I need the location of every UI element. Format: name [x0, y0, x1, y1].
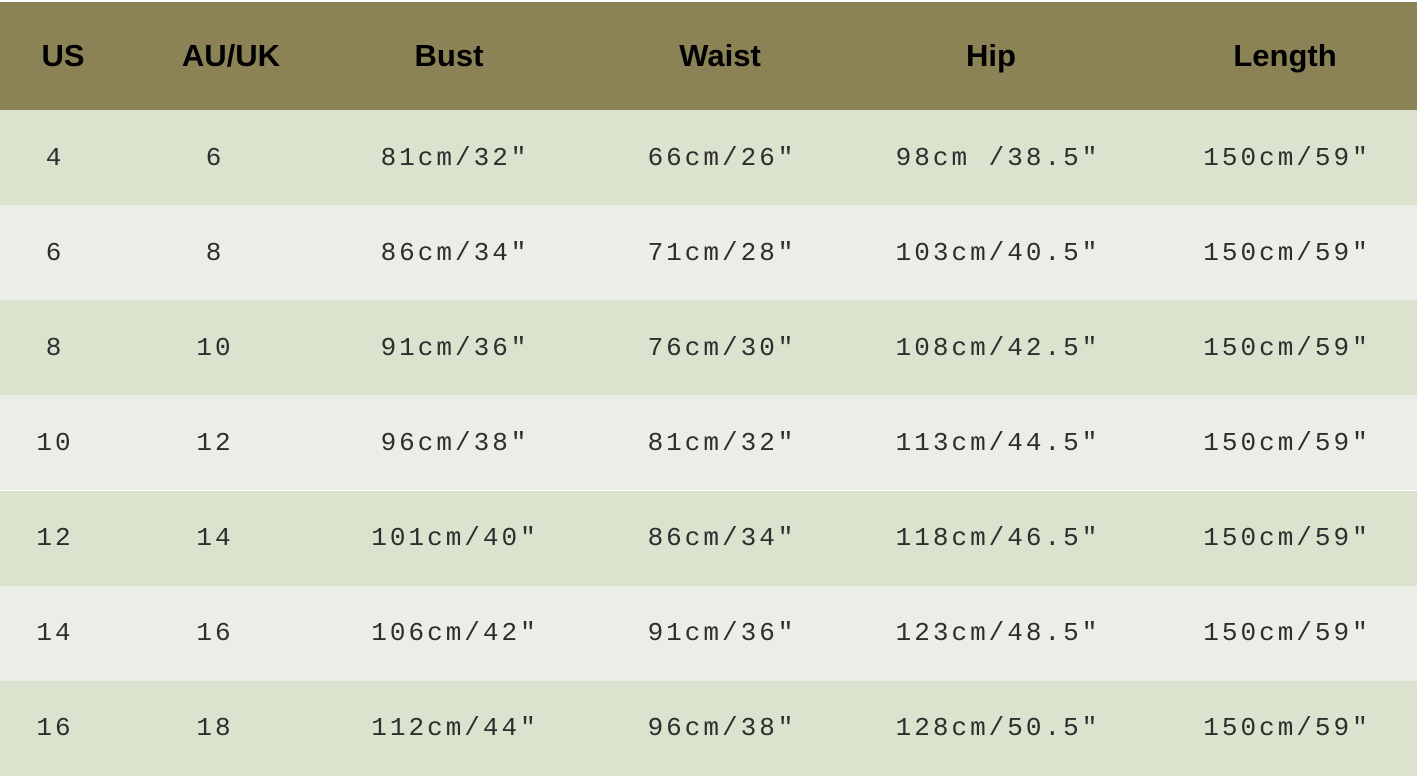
header-length: Length: [1233, 38, 1337, 73]
cell-au-uk: 18: [196, 713, 234, 744]
cell-us: 8: [45, 332, 65, 363]
cell-length: 150cm/59″: [1203, 713, 1371, 744]
cell-bust: 101cm/40″: [371, 523, 539, 554]
cell-waist: 71cm/28″: [647, 237, 797, 268]
cell-us: 12: [36, 523, 74, 554]
cell-hip: 118cm/46.5″: [895, 523, 1101, 554]
table-header: US AU/UK Bust Waist Hip Length: [0, 2, 1417, 110]
cell-hip: 123cm/48.5″: [895, 618, 1101, 649]
cell-bust: 86cm/34″: [380, 237, 530, 268]
cell-length: 150cm/59″: [1203, 618, 1371, 649]
cell-length: 150cm/59″: [1203, 332, 1371, 363]
table-row: 10 12 96cm/38″ 81cm/32″ 113cm/44.5″ 150cm/59″: [0, 395, 1417, 491]
cell-us: 6: [45, 237, 65, 268]
cell-us: 10: [36, 427, 74, 458]
cell-au-uk: 16: [196, 618, 234, 649]
cell-hip: 98cm /38.5″: [895, 142, 1101, 173]
cell-hip: 103cm/40.5″: [895, 237, 1101, 268]
cell-bust: 81cm/32″: [380, 142, 530, 173]
cell-waist: 81cm/32″: [647, 427, 797, 458]
cell-au-uk: 12: [196, 427, 234, 458]
cell-waist: 66cm/26″: [647, 142, 797, 173]
cell-us: 4: [45, 142, 65, 173]
cell-length: 150cm/59″: [1203, 237, 1371, 268]
header-au-uk: AU/UK: [181, 38, 281, 73]
cell-bust: 96cm/38″: [380, 427, 530, 458]
cell-waist: 96cm/38″: [647, 713, 797, 744]
cell-bust: 91cm/36″: [380, 332, 530, 363]
cell-hip: 128cm/50.5″: [895, 713, 1101, 744]
cell-au-uk: 6: [205, 142, 225, 173]
cell-bust: 112cm/44″: [371, 713, 539, 744]
table-row: 16 18 112cm/44″ 96cm/38″ 128cm/50.5″ 150cm/59…: [0, 680, 1417, 776]
cell-au-uk: 14: [196, 523, 234, 554]
header-hip: Hip: [966, 38, 1016, 73]
header-waist: Waist: [679, 38, 761, 73]
table-row: 4 6 81cm/32″ 66cm/26″ 98cm /38.5″ 150cm/59″: [0, 110, 1417, 205]
cell-waist: 91cm/36″: [647, 618, 797, 649]
cell-us: 16: [36, 713, 74, 744]
table-row: 12 14 101cm/40″ 86cm/34″ 118cm/46.5″ 150cm/59…: [0, 490, 1417, 586]
table-row: 6 8 86cm/34″ 71cm/28″ 103cm/40.5″ 150cm/59″: [0, 205, 1417, 301]
cell-length: 150cm/59″: [1203, 427, 1371, 458]
table-row: 8 10 91cm/36″ 76cm/30″ 108cm/42.5″ 150cm/59″: [0, 300, 1417, 396]
cell-us: 14: [36, 618, 74, 649]
cell-bust: 106cm/42″: [371, 618, 539, 649]
cell-length: 150cm/59″: [1203, 523, 1371, 554]
cell-length: 150cm/59″: [1203, 142, 1371, 173]
cell-waist: 86cm/34″: [647, 523, 797, 554]
cell-hip: 113cm/44.5″: [895, 427, 1101, 458]
header-bust: Bust: [414, 38, 484, 73]
cell-au-uk: 8: [205, 237, 225, 268]
cell-hip: 108cm/42.5″: [895, 332, 1101, 363]
header-us: US: [41, 38, 85, 73]
table-row: 14 16 106cm/42″ 91cm/36″ 123cm/48.5″ 150cm/59…: [0, 585, 1417, 681]
cell-waist: 76cm/30″: [647, 332, 797, 363]
cell-au-uk: 10: [196, 332, 234, 363]
